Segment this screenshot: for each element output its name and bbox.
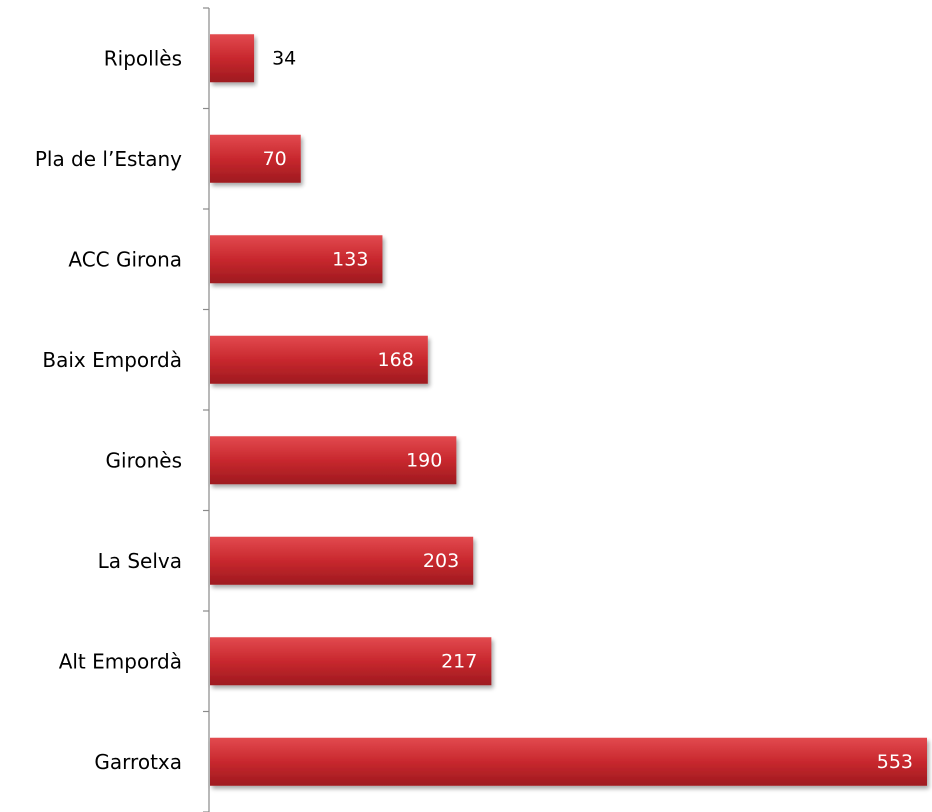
category-label: ACC Girona bbox=[68, 247, 182, 271]
bar-5 bbox=[210, 536, 474, 585]
data-label: 553 bbox=[877, 751, 913, 773]
bar-3 bbox=[210, 335, 428, 384]
bar-0 bbox=[210, 34, 255, 83]
data-label: 217 bbox=[441, 650, 477, 672]
y-axis bbox=[203, 7, 210, 812]
bar-6 bbox=[210, 637, 492, 686]
data-label: 168 bbox=[378, 349, 414, 371]
bar-2 bbox=[210, 235, 383, 284]
category-label: La Selva bbox=[98, 549, 182, 573]
category-label: Gironès bbox=[106, 448, 182, 472]
data-label: 34 bbox=[272, 47, 296, 69]
bars bbox=[210, 34, 927, 786]
category-label: Baix Empordà bbox=[42, 348, 182, 372]
category-label: Ripollès bbox=[104, 46, 182, 70]
bar-1 bbox=[210, 134, 301, 183]
bar-4 bbox=[210, 436, 457, 485]
category-label: Alt Empordà bbox=[59, 649, 182, 673]
category-label: Pla de l’Estany bbox=[35, 147, 182, 171]
data-label: 190 bbox=[406, 449, 442, 471]
data-label: 70 bbox=[263, 148, 287, 170]
data-label: 203 bbox=[423, 550, 459, 572]
category-label: Garrotxa bbox=[94, 750, 182, 774]
data-label: 133 bbox=[332, 248, 368, 270]
bar-7 bbox=[210, 737, 927, 786]
labels: Ripollès 34 Pla de l’Estany 70 ACC Girona 133… bbox=[35, 46, 913, 774]
